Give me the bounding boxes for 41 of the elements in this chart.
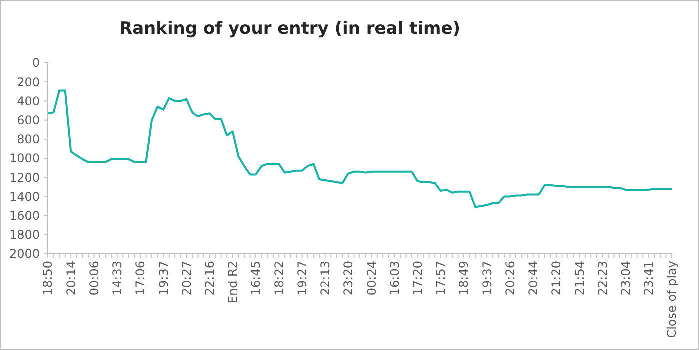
y-tick-label: 1200 [9,170,40,185]
y-tick-label: 1800 [9,228,40,242]
x-tick-label: 23:04 [618,261,633,296]
x-tick-label: 00:24 [364,261,379,296]
x-tick-label: 21:54 [572,261,587,296]
x-tick-label: 18:50 [41,261,56,296]
x-tick-label: 20:14 [64,261,78,296]
x-tick-label: Close of play [665,261,680,338]
x-tick-label: 19:37 [480,261,494,296]
x-tick-label: 19:27 [295,261,310,296]
chart-title: Ranking of your entry (in real time) [119,19,461,39]
x-tick-label: 17:57 [434,261,448,296]
y-tick-label: 200 [17,75,40,90]
line-series [47,90,673,208]
x-tick-label: 20:27 [180,261,194,296]
y-tick-label: 400 [17,94,40,108]
x-tick-label: 18:22 [272,261,286,296]
y-tick-label: 1600 [9,209,40,223]
y-tick-label: 600 [17,114,40,128]
x-tick-label: 22:16 [202,261,217,296]
x-tick-label: 16:03 [388,261,402,296]
x-tick-label: 21:20 [550,261,564,296]
y-tick-label: 1000 [9,152,40,166]
x-tick-label: 20:44 [526,261,541,296]
x-tick-label: 23:41 [642,261,656,296]
y-tick-label: 1400 [9,190,40,204]
x-tick-label: 22:23 [596,261,610,296]
x-tick-label: 16:45 [249,261,264,296]
x-tick-label: 23:20 [342,261,356,296]
x-tick-label: End R2 [226,261,240,304]
x-tick-label: 00:06 [87,261,102,296]
x-tick-label: 17:06 [134,261,148,296]
y-tick-label: 0 [32,56,40,70]
y-tick-label: 800 [17,132,40,147]
y-tick-label: 2000 [9,247,40,262]
x-tick-label: 18:49 [457,261,472,296]
x-tick-label: 20:26 [503,261,518,296]
x-tick-label: 17:20 [410,261,425,296]
x-tick-label: 14:33 [110,261,125,296]
x-tick-label: 22:13 [318,261,333,296]
x-tick-label: 19:37 [156,261,171,296]
